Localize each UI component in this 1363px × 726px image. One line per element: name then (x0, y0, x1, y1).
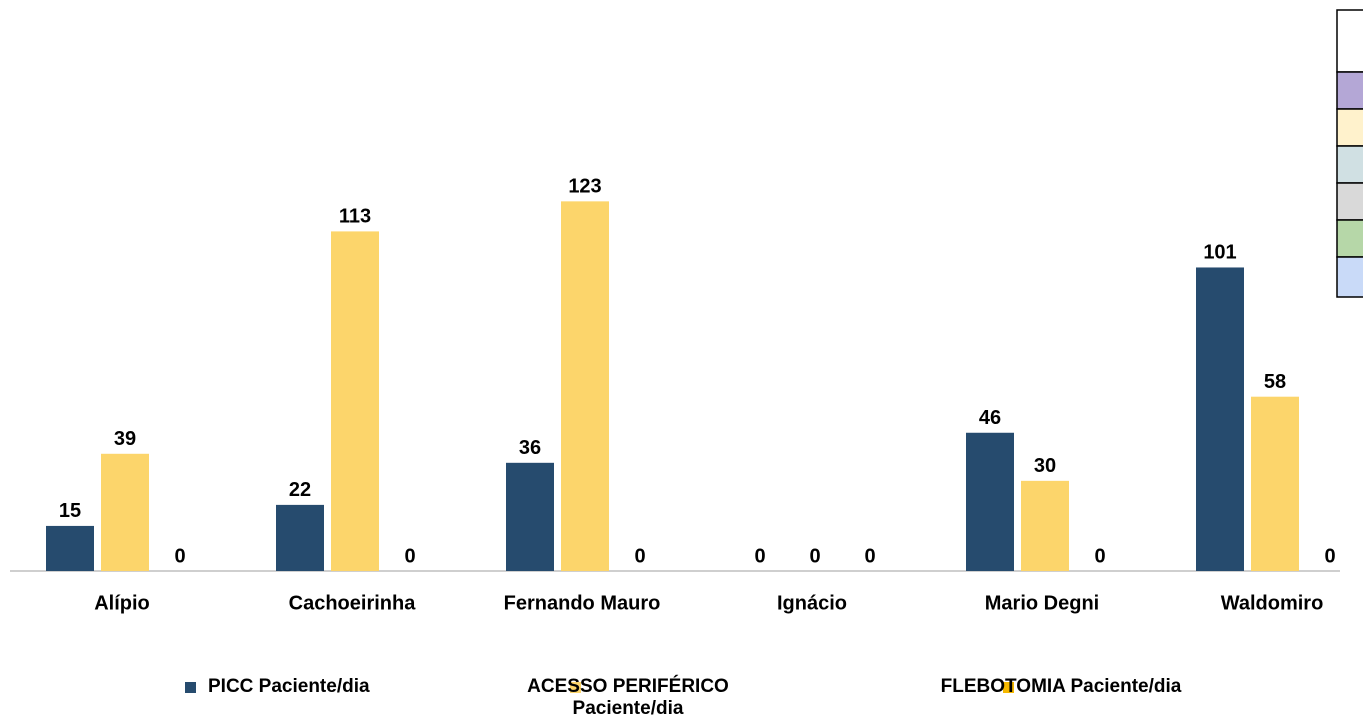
data-label: 22 (289, 479, 311, 501)
bar (1251, 396, 1299, 571)
data-label: 15 (59, 500, 81, 522)
x-tick-label: Waldomiro (1221, 592, 1324, 614)
data-label: 0 (754, 545, 765, 567)
side-table (1336, 9, 1363, 298)
x-tick-label: Alípio (94, 592, 150, 614)
data-label: 30 (1034, 455, 1056, 477)
data-label: 0 (404, 545, 415, 567)
data-label: 0 (864, 545, 875, 567)
x-tick-label: Fernando Mauro (504, 592, 661, 614)
data-label: 0 (634, 545, 645, 567)
legend-swatch (185, 682, 196, 693)
legend-item: FLEBOTOMIA Paciente/dia (923, 676, 1186, 698)
data-label: 0 (809, 545, 820, 567)
data-label: 58 (1264, 371, 1286, 393)
legend-label: ACESSO PERIFÉRICO Paciente/dia (527, 676, 729, 719)
bar (276, 504, 324, 571)
x-tick-label: Ignácio (777, 592, 847, 614)
data-label: 0 (1324, 545, 1335, 567)
data-label: 123 (568, 176, 601, 198)
table-cell (1336, 145, 1363, 184)
bar (331, 231, 379, 571)
data-label: 36 (519, 437, 541, 459)
bar (101, 453, 149, 571)
data-label: 113 (339, 206, 371, 228)
data-label: 39 (114, 428, 136, 450)
data-label: 0 (174, 545, 185, 567)
table-cell (1336, 71, 1363, 110)
x-tick-label: Cachoeirinha (289, 592, 417, 614)
legend-swatch (570, 682, 581, 693)
table-cell (1336, 219, 1363, 258)
legend-item: ACESSO PERIFÉRICO Paciente/dia (490, 676, 753, 720)
legend-label: PICC Paciente/dia (208, 676, 370, 697)
data-label: 0 (1094, 545, 1105, 567)
legend-label: FLEBOTOMIA Paciente/dia (940, 676, 1182, 697)
data-label: 101 (1203, 242, 1236, 264)
table-cell (1336, 9, 1363, 73)
bar (561, 201, 609, 571)
table-cell (1336, 256, 1363, 298)
x-tick-label: Mario Degni (985, 592, 1099, 614)
bar (506, 462, 554, 571)
bar (966, 432, 1014, 571)
table-cell (1336, 182, 1363, 221)
table-cell (1336, 108, 1363, 147)
legend-swatch (1003, 682, 1014, 693)
data-label: 46 (979, 407, 1001, 429)
bar (1196, 267, 1244, 571)
legend-item: PICC Paciente/dia (185, 676, 370, 698)
bar (1021, 480, 1069, 571)
bar (46, 525, 94, 571)
